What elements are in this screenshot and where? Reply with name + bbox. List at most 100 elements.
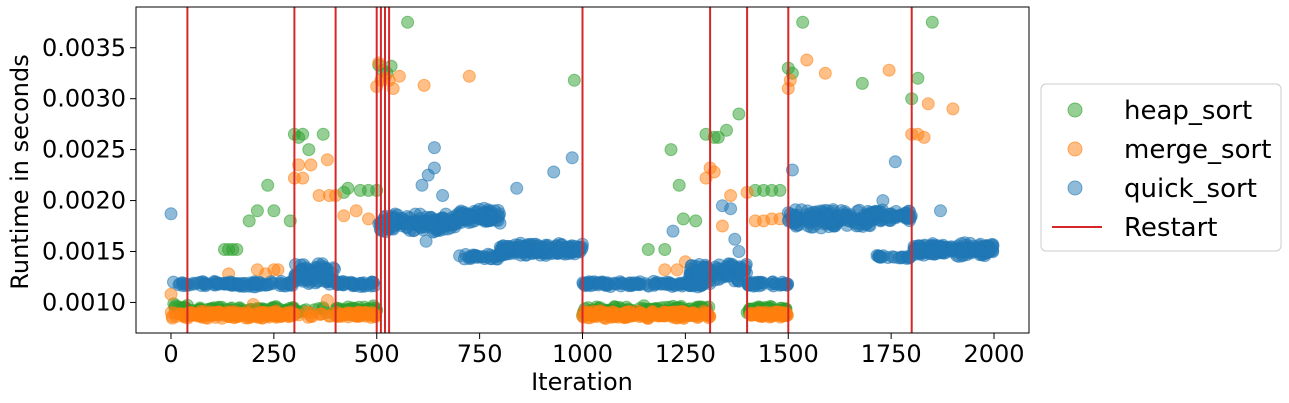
data-point-quick-sort bbox=[876, 194, 890, 208]
legend-label-restart: Restart bbox=[1124, 213, 1217, 243]
x-tick-label: 250 bbox=[251, 340, 297, 368]
data-point-merge-sort bbox=[164, 287, 178, 301]
data-point-merge-sort bbox=[818, 66, 832, 80]
data-point-merge-sort bbox=[707, 165, 721, 179]
x-tick-label: 750 bbox=[457, 340, 503, 368]
y-axis-title: Runtime in seconds bbox=[6, 54, 34, 289]
x-tick-label: 0 bbox=[163, 340, 178, 368]
data-point-quick-sort bbox=[558, 247, 572, 261]
x-tick-label: 2000 bbox=[963, 340, 1024, 368]
data-point-heap-sort bbox=[316, 127, 330, 141]
data-point-merge-sort bbox=[300, 305, 314, 319]
y-tick-label: 0.0020 bbox=[42, 187, 126, 215]
data-point-quick-sort bbox=[982, 245, 996, 259]
data-point-merge-sort bbox=[362, 212, 375, 226]
data-point-quick-sort bbox=[732, 245, 746, 258]
data-point-quick-sort bbox=[419, 234, 433, 248]
data-point-merge-sort bbox=[636, 309, 649, 323]
data-point-quick-sort bbox=[261, 278, 275, 292]
data-point-merge-sort bbox=[659, 306, 673, 320]
data-point-merge-sort bbox=[882, 63, 896, 77]
data-point-merge-sort bbox=[917, 130, 931, 144]
data-point-merge-sort bbox=[320, 293, 334, 307]
y-tick-label: 0.0035 bbox=[42, 34, 126, 62]
data-point-merge-sort bbox=[755, 309, 769, 323]
legend-marker-quick-sort bbox=[1067, 180, 1083, 196]
x-axis-ticks: 0 250 500 750 1000 1250 1500 1750 2000 bbox=[163, 333, 1025, 368]
data-point-heap-sort bbox=[796, 15, 810, 29]
data-point-quick-sort bbox=[547, 165, 561, 179]
data-point-merge-sort bbox=[255, 309, 269, 323]
data-point-heap-sort bbox=[230, 243, 244, 256]
data-point-quick-sort bbox=[427, 161, 441, 175]
y-tick-label: 0.0010 bbox=[42, 288, 126, 316]
y-tick-label: 0.0030 bbox=[42, 85, 126, 113]
data-point-quick-sort bbox=[191, 276, 205, 290]
data-point-heap-sort bbox=[732, 107, 746, 121]
data-point-quick-sort bbox=[666, 224, 680, 238]
series-merge-sort bbox=[164, 53, 960, 325]
data-point-heap-sort bbox=[567, 73, 581, 87]
data-point-quick-sort bbox=[725, 258, 739, 272]
data-point-merge-sort bbox=[724, 189, 738, 202]
data-point-quick-sort bbox=[841, 214, 855, 227]
data-point-merge-sort bbox=[608, 310, 622, 324]
data-point-heap-sort bbox=[911, 71, 925, 85]
data-point-merge-sort bbox=[715, 219, 729, 233]
legend-marker-heap-sort bbox=[1067, 102, 1083, 118]
data-point-merge-sort bbox=[337, 209, 351, 223]
data-point-merge-sort bbox=[462, 69, 476, 83]
data-point-heap-sort bbox=[261, 178, 275, 192]
data-point-merge-sort bbox=[360, 306, 374, 320]
legend-label-heap-sort: heap_sort bbox=[1124, 96, 1252, 126]
data-point-quick-sort bbox=[785, 163, 799, 177]
data-point-quick-sort bbox=[879, 211, 893, 225]
data-point-quick-sort bbox=[212, 276, 226, 290]
data-point-merge-sort bbox=[700, 306, 714, 320]
data-point-quick-sort bbox=[565, 151, 579, 165]
data-point-quick-sort bbox=[501, 242, 515, 256]
data-point-merge-sort bbox=[678, 306, 692, 320]
data-point-quick-sort bbox=[427, 141, 441, 155]
data-point-merge-sort bbox=[192, 307, 206, 321]
data-point-heap-sort bbox=[250, 204, 264, 218]
data-point-heap-sort bbox=[925, 15, 939, 29]
legend-frame bbox=[1040, 83, 1282, 252]
data-point-merge-sort bbox=[585, 308, 598, 322]
y-tick-label: 0.0025 bbox=[42, 136, 126, 164]
data-point-quick-sort bbox=[426, 218, 440, 232]
data-point-quick-sort bbox=[439, 207, 453, 221]
data-point-heap-sort bbox=[283, 214, 297, 228]
x-tick-label: 1000 bbox=[552, 340, 613, 368]
data-point-quick-sort bbox=[888, 155, 902, 169]
data-point-merge-sort bbox=[386, 82, 400, 95]
data-point-quick-sort bbox=[436, 189, 450, 202]
legend-label-merge-sort: merge_sort bbox=[1124, 135, 1271, 165]
legend: heap_sort merge_sort quick_sort Restart bbox=[1040, 83, 1282, 252]
data-point-quick-sort bbox=[690, 267, 704, 281]
y-axis-ticks: 0.0010 0.0015 0.0020 0.0025 0.0030 0.0035 bbox=[42, 34, 136, 316]
data-point-heap-sort bbox=[689, 214, 703, 228]
data-point-quick-sort bbox=[800, 210, 814, 224]
data-point-quick-sort bbox=[647, 278, 661, 292]
data-point-quick-sort bbox=[591, 278, 605, 292]
data-point-heap-sort bbox=[384, 59, 398, 73]
data-point-heap-sort bbox=[267, 204, 281, 218]
data-point-merge-sort bbox=[767, 308, 781, 322]
x-tick-label: 500 bbox=[354, 340, 400, 368]
data-point-merge-sort bbox=[619, 305, 633, 319]
data-point-merge-sort bbox=[304, 158, 318, 172]
x-tick-label: 1500 bbox=[758, 340, 819, 368]
data-point-quick-sort bbox=[463, 209, 477, 223]
y-tick-label: 0.0015 bbox=[42, 238, 126, 266]
data-point-quick-sort bbox=[249, 276, 263, 290]
data-point-quick-sort bbox=[663, 277, 677, 291]
data-point-heap-sort bbox=[242, 214, 256, 228]
data-point-merge-sort bbox=[800, 53, 814, 67]
data-point-quick-sort bbox=[834, 204, 848, 218]
data-point-quick-sort bbox=[514, 248, 528, 262]
data-point-quick-sort bbox=[934, 204, 947, 218]
data-point-merge-sort bbox=[349, 204, 363, 218]
data-point-heap-sort bbox=[341, 181, 355, 195]
